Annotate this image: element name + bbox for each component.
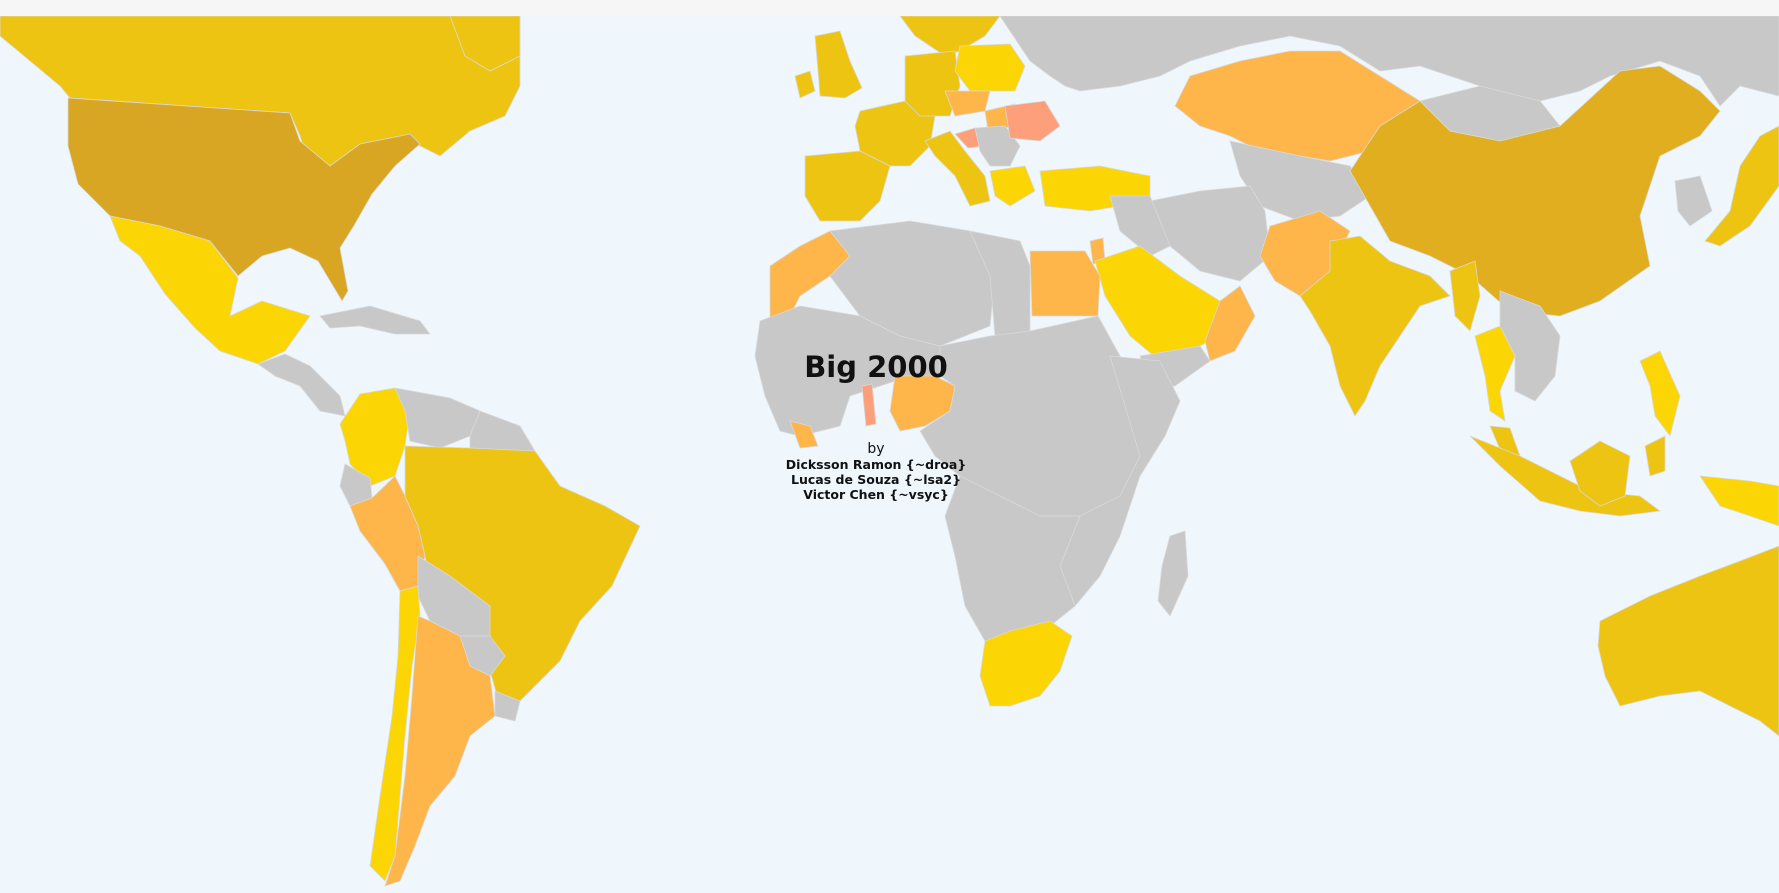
country-romania[interactable] (1004, 100, 1061, 142)
country-poland[interactable] (954, 43, 1026, 92)
country-venezuela[interactable] (394, 387, 481, 449)
country-uruguay[interactable] (494, 690, 521, 722)
country-egypt[interactable] (1029, 250, 1101, 317)
country-colombia[interactable] (339, 387, 411, 487)
country-united-kingdom[interactable] (814, 30, 863, 99)
country-greenland[interactable] (449, 16, 521, 72)
country-ivory-coast[interactable] (789, 420, 819, 449)
country-mexico[interactable] (109, 215, 311, 365)
country-iraq[interactable] (1109, 195, 1171, 257)
country-russia[interactable] (999, 16, 1779, 107)
country-madagascar[interactable] (1157, 530, 1189, 617)
country-oman[interactable] (1204, 285, 1256, 362)
country-ireland[interactable] (794, 70, 816, 99)
country-ghana[interactable] (861, 383, 877, 427)
country-south-africa[interactable] (979, 620, 1073, 707)
country-argentina[interactable] (384, 615, 496, 887)
country-australia[interactable] (1597, 545, 1779, 737)
country-myanmar[interactable] (1449, 260, 1481, 332)
country-indonesia[interactable] (1569, 440, 1631, 507)
country-japan[interactable] (1704, 125, 1779, 247)
country-china[interactable] (1349, 65, 1721, 317)
author-lsa2: Lucas de Souza {~lsa2} (791, 472, 961, 487)
country-italy[interactable] (924, 130, 991, 207)
author-droa: Dicksson Ramon {~droa} (785, 457, 967, 472)
choropleth-map[interactable] (0, 16, 1779, 893)
country-east-africa[interactable] (1059, 355, 1181, 607)
country-nigeria[interactable] (889, 375, 956, 432)
map-title: Big 2000 (804, 350, 948, 384)
author-vsyc: Victor Chen {~vsyc} (803, 487, 949, 502)
country-indonesia[interactable] (1644, 435, 1666, 477)
by-label: by (867, 441, 885, 457)
country-greece[interactable] (989, 165, 1036, 207)
map-title-block: Big 2000 by Dicksson Ramon {~droa} Lucas… (776, 350, 976, 502)
country-germany[interactable] (904, 50, 961, 117)
country-philippines[interactable] (1639, 350, 1681, 437)
country-balkans[interactable] (974, 125, 1021, 167)
country-korea[interactable] (1674, 175, 1713, 227)
country-india[interactable] (1299, 235, 1451, 417)
country-indochina[interactable] (1499, 290, 1561, 402)
top-strip (0, 0, 1779, 16)
country-papua-new-guinea[interactable] (1699, 475, 1779, 527)
country-caribbean[interactable] (319, 305, 431, 335)
